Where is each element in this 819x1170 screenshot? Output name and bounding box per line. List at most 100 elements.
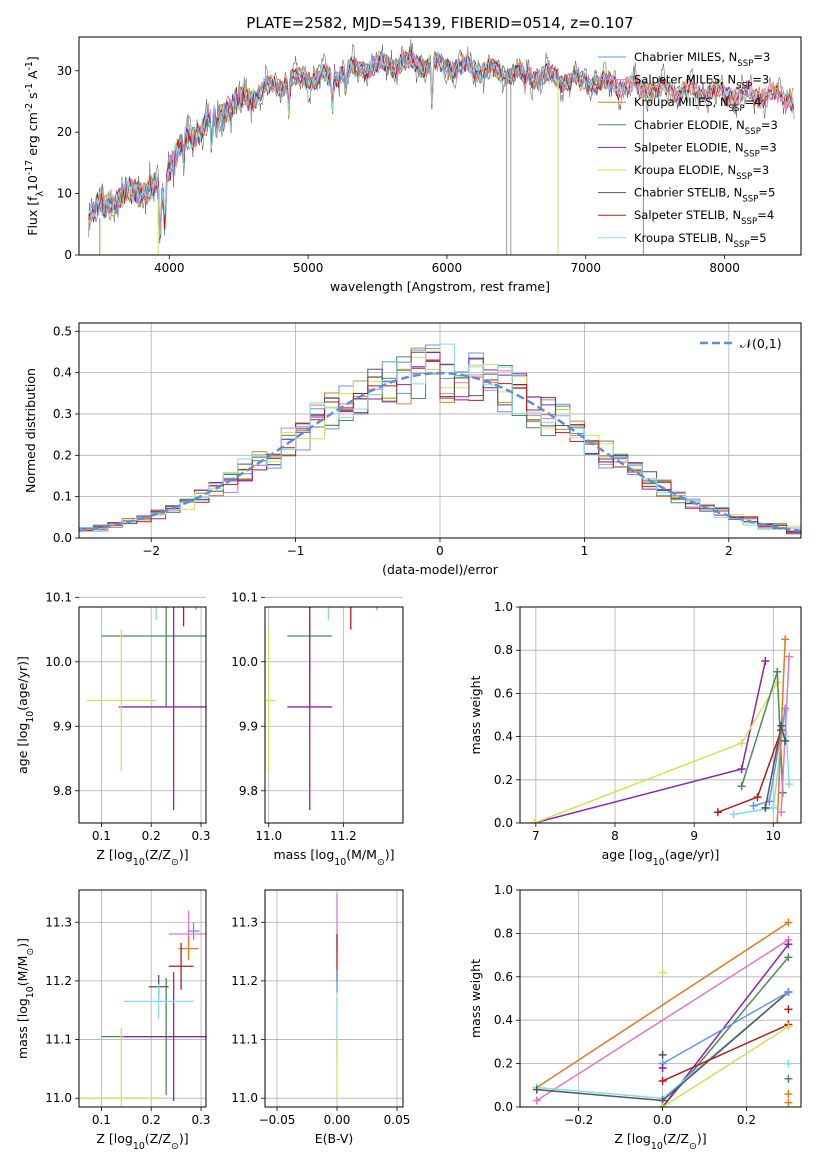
text-span: SSP [736,172,752,182]
y-tick-label: 0.4 [53,366,72,380]
y-tick-label: 0.3 [53,407,72,421]
text-span: -2 [24,103,35,112]
text-span: 10 [25,175,40,191]
weight-line-kroupa_miles [536,921,789,1089]
weight-marker [749,801,758,810]
text-span: Z [log [96,1131,132,1146]
x-axis-label: mass [log10(M/M⊙)] [274,847,395,868]
weight-marker [784,940,793,949]
plot-area [86,557,206,811]
text-span: -1 [24,83,35,92]
weight-marker [777,808,786,817]
text-span: (M/M [15,956,30,987]
x-tick-label: 2 [725,544,733,558]
weight-marker [761,803,770,812]
error-point-salpeter_miles [376,607,378,611]
y-tick-label: 10.1 [45,590,72,604]
axes-mass_vs_Z: 0.1 0.2 0.311.011.111.211.3Z [log10(Z/Z⊙)]… [15,889,211,1152]
text-span: Normed distribution [23,368,38,493]
axes-frame [78,889,207,1108]
error-point-salpeter_stelib [350,607,352,630]
x-tick-label: 0.1 [92,829,111,843]
y-axis-label: mass [log10(M/M⊙)] [15,938,36,1059]
weight-line-kroupa_stelib [733,710,790,816]
text-span: Chabrier STELIB, N [634,186,742,200]
legend-label: Salpeter STELIB, NSSP=4 [634,208,774,227]
y-tick-label: 11.2 [45,974,72,988]
x-tick-label: −2 [142,544,160,558]
y-axis-label: Normed distribution [23,368,38,493]
y-tick-label: 10 [57,187,72,201]
text-span: =3 [752,163,769,177]
weight-marker [784,1074,793,1083]
axes-age_vs_mass: 11.0 11.2 9.8 9.9 10.0 10.1 mass [log10(M/M⊙)] [231,578,404,868]
weight-marker [785,780,794,789]
text-span: (Z/Z [145,847,171,862]
text-span: (data-model)/error [382,562,499,577]
text-span: (Z/Z [663,1131,689,1146]
text-span: (age/yr)] [15,656,30,711]
text-span: SSP [736,82,752,92]
text-span: Z [log [614,1131,650,1146]
weight-line-chabrier_miles [662,991,789,1065]
text-span: 10 [25,711,36,723]
text-span: Kroupa MILES, N [634,95,729,109]
x-tick-label: 0.1 [92,1113,111,1127]
x-tick-label: 0.2 [737,1113,756,1127]
y-tick-label: 0.2 [53,448,72,462]
weight-line-kroupa_elodie [533,682,778,823]
y-tick-label: 1.0 [494,600,513,614]
weight-marker [658,1050,667,1059]
text-span: SSP [742,195,758,205]
axes-frame [264,889,404,1108]
error-point-chabrier_stelib [328,578,350,604]
text-span: (age/yr)] [665,847,720,862]
y-tick-label: 0.6 [494,686,513,700]
x-tick-label: −1 [287,544,305,558]
gaussian-legend-label: 𝒩(0,1) [740,336,782,351]
text-span: 10 [653,857,665,868]
axes-spectrum: 4000 5000 6000 7000 8000 0 10 20 30 wavelength [A… [24,36,802,294]
weight-line-kroupa_miles [776,639,786,823]
axes-frame [78,36,802,256]
plot-area [265,578,378,811]
weight-line-salpeter_stelib [662,1023,789,1082]
legend-label: Chabrier STELIB, NSSP=5 [634,186,775,205]
x-axis-label: Z [log10(Z/Z⊙)] [614,1131,706,1152]
x-tick-label: 4000 [154,261,185,275]
text-span: =5 [750,231,767,245]
y-axis-label: Flux [fλ10-17 erg cm-2 s-1 A-1] [24,56,46,235]
text-span: SSP [745,127,761,137]
axes-residual_histogram: −2 −1 0 1 2 0.0 0.1 0.2 0.3 0.4 0.5 (data-model)/er… [23,322,802,577]
y-tick-label: 0.0 [53,531,72,545]
text-span: SSP [741,217,757,227]
text-span: age [log [602,847,653,862]
weight-marker [737,739,746,748]
text-span: 10 [651,1141,663,1152]
weight-line-salpeter_elodie [534,660,767,823]
y-tick-label: 0.4 [494,1013,513,1027]
plot-area [81,910,206,1107]
weight-marker [658,1076,667,1085]
plot-area [532,918,793,1107]
y-tick-label: 0.2 [494,1057,513,1071]
text-span: =3 [753,50,770,64]
text-span: SSP [737,59,753,69]
weight-marker [784,1098,793,1107]
weight-line-salpeter_miles [536,939,789,1102]
plot-area [79,343,801,538]
axes-frame [264,606,404,824]
text-span: )] [179,847,189,862]
weight-marker [753,793,762,802]
y-axis-label: mass weight [468,675,483,754]
text-span: SSP [744,149,760,159]
legend-label: Kroupa ELODIE, NSSP=3 [634,163,769,182]
text-span: )] [179,1131,189,1146]
text-span: E(B-V) [315,1131,354,1146]
weight-marker [737,765,746,773]
error-point-chabrier_miles [188,557,200,572]
weight-marker [784,918,793,927]
weight-line-kroupa_elodie [662,1026,789,1107]
